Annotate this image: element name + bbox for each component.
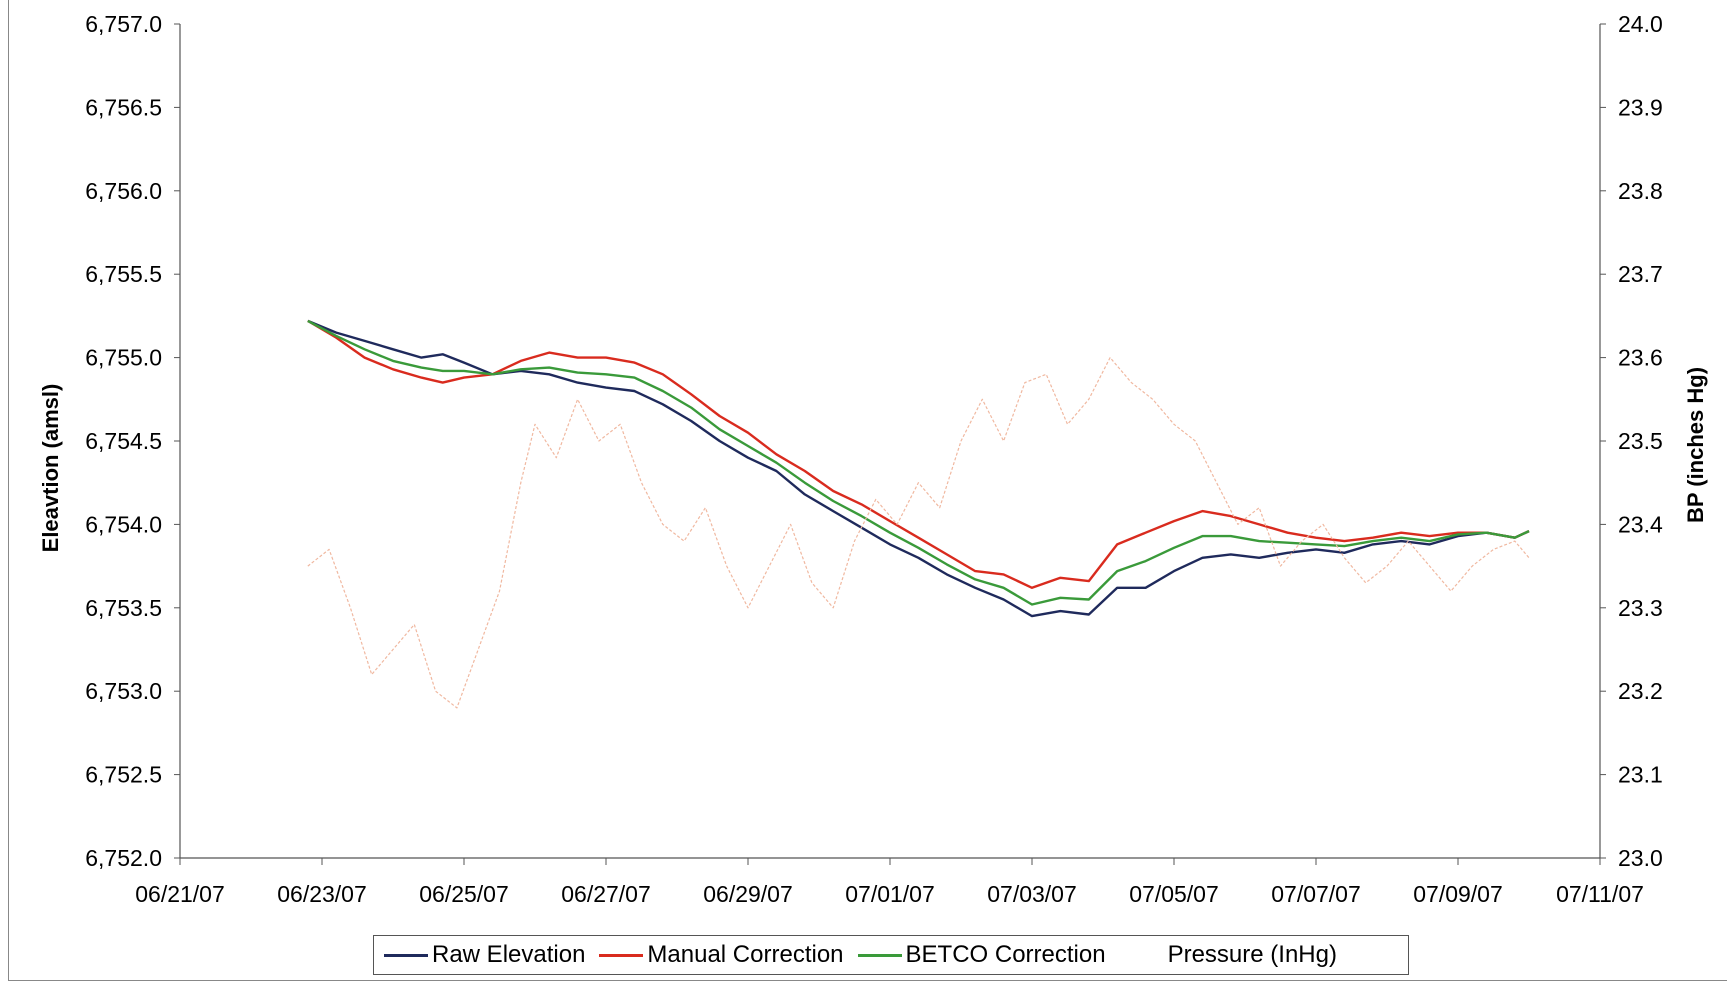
y-tick-label: 6,757.0 — [85, 11, 162, 37]
x-tick-label: 07/07/07 — [1271, 881, 1361, 907]
x-tick-label: 06/29/07 — [703, 881, 793, 907]
legend-item-manual-correction: Manual Correction — [599, 941, 844, 969]
y-tick-label: 6,755.0 — [85, 345, 162, 371]
y-tick-label: 6,754.5 — [85, 428, 162, 454]
x-tick-label: 07/11/07 — [1556, 881, 1644, 907]
legend-label-pressure: Pressure (InHg) — [1167, 941, 1337, 968]
y-tick-label: 6,752.0 — [85, 845, 162, 871]
legend: Raw Elevation Manual Correction BETCO Co… — [373, 935, 1409, 975]
y2-tick-label: 23.7 — [1618, 261, 1663, 287]
y2-tick-label: 23.3 — [1618, 595, 1663, 621]
legend-label-raw: Raw Elevation — [432, 941, 586, 968]
y-tick-label: 6,756.0 — [85, 178, 162, 204]
y-tick-label: 6,753.5 — [85, 595, 162, 621]
x-tick-label: 07/01/07 — [845, 881, 935, 907]
y2-tick-label: 23.8 — [1618, 178, 1663, 204]
legend-item-betco-correction: BETCO Correction — [857, 941, 1106, 969]
x-tick-label: 06/21/07 — [135, 881, 225, 907]
y-tick-label: 6,754.0 — [85, 511, 162, 537]
y2-tick-label: 23.5 — [1618, 428, 1663, 454]
y-axis-title: Eleavtion (amsl) — [38, 384, 63, 553]
y2-tick-label: 23.1 — [1618, 762, 1663, 788]
y-tick-label: 6,756.5 — [85, 94, 162, 120]
chart-svg: 6,757.0 6,756.5 6,756.0 6,755.5 6,755.0 6,754… — [38, 11, 1708, 907]
x-tick-label: 07/05/07 — [1129, 881, 1219, 907]
y2-tick-label: 24.0 — [1618, 11, 1663, 37]
legend-swatch-raw — [384, 953, 428, 957]
series-line-pressure-inhg — [307, 357, 1530, 709]
series-line-raw-elevation — [307, 319, 1530, 618]
legend-swatch-betco — [857, 953, 902, 957]
x-tick-label: 07/03/07 — [987, 881, 1077, 907]
y2-tick-label: 23.6 — [1618, 345, 1663, 371]
series-line-betco-correction — [307, 319, 1530, 606]
legend-swatch-pressure — [1119, 953, 1164, 957]
x-tick-label: 06/27/07 — [561, 881, 651, 907]
legend-swatch-manual — [599, 953, 644, 957]
legend-item-raw-elevation: Raw Elevation — [384, 941, 585, 969]
tick-labels: 6,757.0 6,756.5 6,756.0 6,755.5 6,755.0 6,754… — [85, 11, 1663, 907]
y2-tick-label: 23.9 — [1618, 94, 1663, 120]
y2-tick-label: 23.2 — [1618, 678, 1663, 704]
x-tick-label: 07/09/07 — [1413, 881, 1503, 907]
series-line-manual-correction — [307, 319, 1530, 589]
x-tick-label: 06/23/07 — [277, 881, 367, 907]
legend-item-pressure: Pressure (InHg) — [1119, 941, 1337, 969]
y2-tick-label: 23.4 — [1618, 511, 1663, 537]
axes — [174, 23, 1606, 865]
x-tick-label: 06/25/07 — [419, 881, 509, 907]
legend-label-betco: BETCO Correction — [905, 941, 1106, 968]
series-lines — [307, 319, 1530, 709]
y-tick-label: 6,755.5 — [85, 261, 162, 287]
y2-axis-title: BP (inches Hg) — [1683, 367, 1708, 523]
legend-label-manual: Manual Correction — [647, 941, 844, 968]
y2-tick-label: 23.0 — [1618, 845, 1663, 871]
y-tick-label: 6,752.5 — [85, 762, 162, 788]
y-tick-label: 6,753.0 — [85, 678, 162, 704]
